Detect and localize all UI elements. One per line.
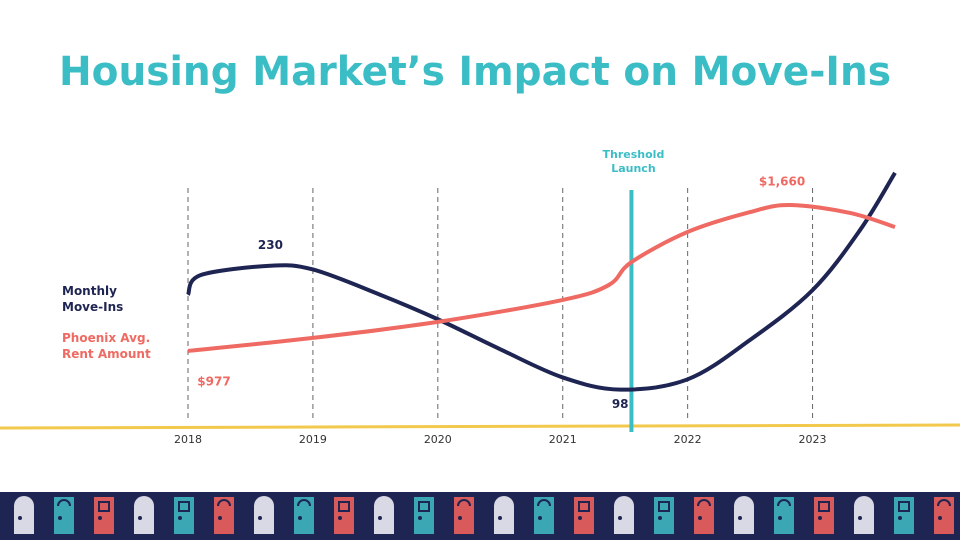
knob: [298, 516, 302, 520]
knob: [458, 516, 462, 520]
door: [454, 497, 474, 534]
x-tick-label: 2023: [799, 433, 827, 446]
window: [418, 501, 430, 512]
knob: [578, 516, 582, 520]
lock: [537, 499, 551, 507]
knob: [178, 516, 182, 520]
door: [14, 496, 34, 534]
knob: [618, 516, 622, 520]
lock: [457, 499, 471, 507]
knob: [778, 516, 782, 520]
knob: [258, 516, 262, 520]
data-label: $977: [197, 374, 230, 388]
knob: [818, 516, 822, 520]
annotation-text: Threshold: [603, 148, 665, 161]
data-label: 98: [612, 397, 629, 411]
x-tick-label: 2020: [424, 433, 452, 446]
lock: [297, 499, 311, 507]
data-label: 230: [258, 238, 283, 252]
baseline: [0, 423, 960, 430]
knob: [898, 516, 902, 520]
knob: [218, 516, 222, 520]
lock: [217, 499, 231, 507]
knob: [18, 516, 22, 520]
knob: [538, 516, 542, 520]
window: [898, 501, 910, 512]
lock: [697, 499, 711, 507]
knob: [58, 516, 62, 520]
door: [494, 496, 514, 534]
x-tick-label: 2018: [174, 433, 202, 446]
door: [774, 497, 794, 534]
door: [854, 496, 874, 534]
door: [134, 496, 154, 534]
door: [294, 497, 314, 534]
annotation-text: Launch: [611, 162, 655, 175]
window: [818, 501, 830, 512]
knob: [658, 516, 662, 520]
data-label: $1,660: [759, 175, 805, 189]
knob: [738, 516, 742, 520]
knob: [858, 516, 862, 520]
knob: [418, 516, 422, 520]
x-tick-label: 2019: [299, 433, 327, 446]
window: [338, 501, 350, 512]
door: [214, 497, 234, 534]
knob: [498, 516, 502, 520]
knob: [98, 516, 102, 520]
door: [374, 496, 394, 534]
legend-label: Monthly Move-Ins: [62, 284, 124, 314]
doors: [14, 496, 954, 534]
x-tick-label: 2021: [549, 433, 577, 446]
lock: [57, 499, 71, 507]
knob: [338, 516, 342, 520]
lock: [937, 499, 951, 507]
door: [934, 497, 954, 534]
legend-label: Phoenix Avg. Rent Amount: [62, 331, 151, 361]
door: [734, 496, 754, 534]
chart-title: Housing Market’s Impact on Move-Ins: [59, 49, 891, 95]
door: [254, 496, 274, 534]
x-tick-label: 2022: [674, 433, 702, 446]
door: [694, 497, 714, 534]
knob: [378, 516, 382, 520]
series-line: [186, 171, 897, 392]
knob: [938, 516, 942, 520]
knob: [698, 516, 702, 520]
door-strip: [0, 492, 960, 540]
window: [178, 501, 190, 512]
window: [658, 501, 670, 512]
series-line: [187, 203, 896, 353]
lock: [777, 499, 791, 507]
knob: [138, 516, 142, 520]
window: [578, 501, 590, 512]
window: [98, 501, 110, 512]
door: [534, 497, 554, 534]
door: [54, 497, 74, 534]
door: [614, 496, 634, 534]
